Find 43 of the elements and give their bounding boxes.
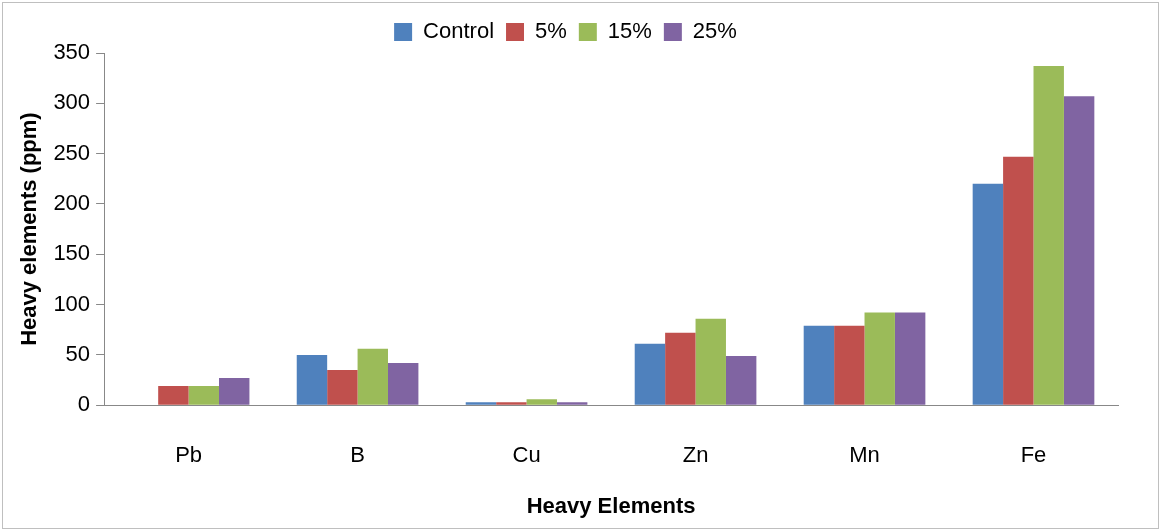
- x-tick-label: Mn: [849, 442, 880, 468]
- legend-label: 25%: [692, 18, 737, 44]
- bar: [526, 399, 557, 405]
- bar: [357, 348, 388, 405]
- bar: [803, 325, 835, 405]
- x-tick-label: B: [350, 442, 365, 468]
- y-tick-label: 250: [53, 139, 91, 165]
- legend-label: Control: [423, 18, 495, 44]
- bar: [894, 312, 926, 405]
- y-tick-label: 100: [53, 290, 91, 316]
- x-axis-title: Heavy Elements: [526, 492, 696, 518]
- bar: [327, 369, 358, 405]
- y-tick-label: 200: [53, 190, 91, 216]
- y-axis-title: Heavy elements (ppm): [16, 112, 42, 346]
- bar: [556, 402, 588, 405]
- x-tick-label: Pb: [175, 442, 203, 468]
- bar: [465, 402, 497, 405]
- bar: [834, 325, 865, 405]
- bar: [665, 332, 696, 405]
- bar: [864, 312, 895, 405]
- y-tick-label: 350: [53, 39, 91, 65]
- bar: [158, 386, 189, 405]
- bar: [496, 402, 527, 405]
- bar: [725, 355, 757, 405]
- y-tick-label: 300: [53, 89, 91, 115]
- bar: [634, 343, 666, 405]
- bar: [219, 378, 250, 405]
- legend-label: 5%: [535, 18, 567, 44]
- x-tick-label: Cu: [512, 442, 541, 468]
- y-tick-label: 150: [53, 240, 91, 266]
- bar: [1063, 96, 1095, 405]
- bar: [1003, 156, 1034, 405]
- x-tick-label: Zn: [682, 442, 709, 468]
- bar: [972, 183, 1004, 405]
- x-tick-label: Fe: [1020, 442, 1047, 468]
- y-tick-label: 0: [77, 391, 91, 417]
- legend-label: 15%: [607, 18, 652, 44]
- bar: [188, 386, 220, 405]
- bar: [695, 318, 726, 405]
- bar: [1033, 66, 1064, 405]
- y-tick-label: 50: [65, 340, 91, 366]
- bar: [388, 362, 419, 405]
- bar: [296, 354, 328, 405]
